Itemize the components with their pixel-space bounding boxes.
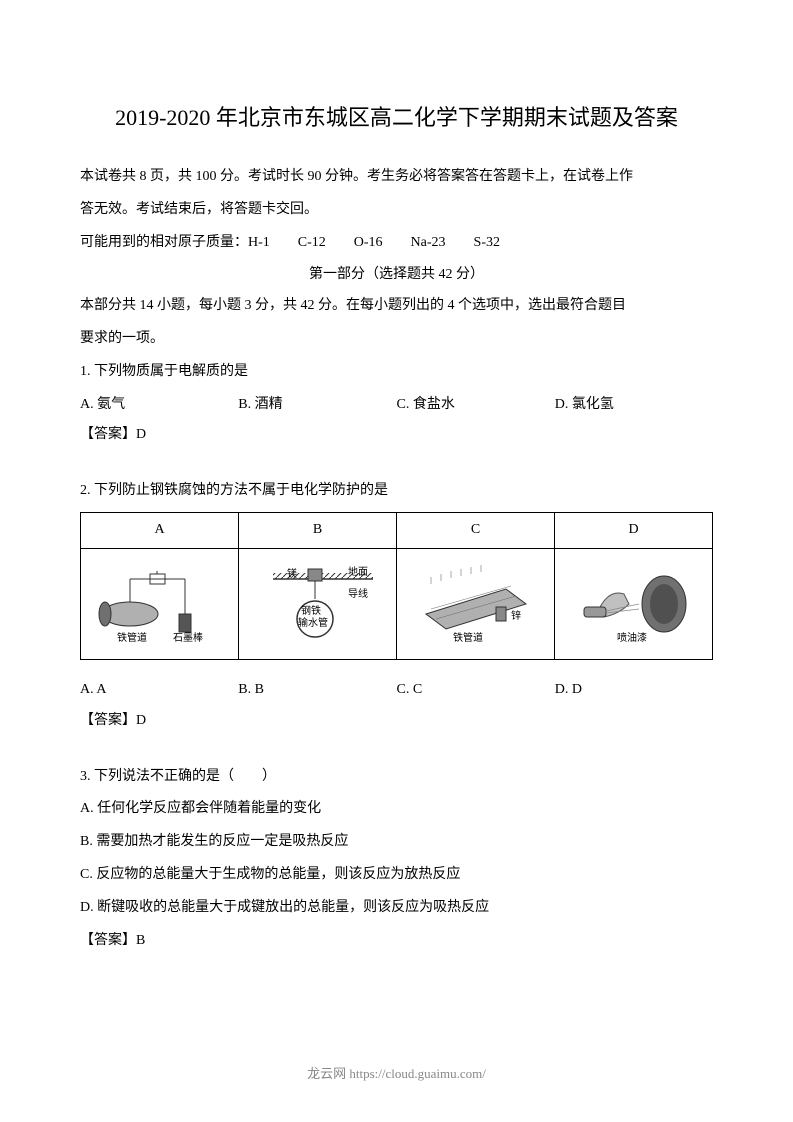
diagram-a: 铁管道 石墨棒 <box>86 554 233 654</box>
q2-header-b: B <box>239 512 397 548</box>
q2-stem: 2. 下列防止钢铁腐蚀的方法不属于电化学防护的是 <box>80 476 713 507</box>
label-pipe-a: 铁管道 <box>117 631 147 644</box>
q2-header-a: A <box>81 512 239 548</box>
q2-cell-c: 锌 铁管道 <box>397 548 555 659</box>
q1-opt-a: A. 氨气 <box>80 390 238 421</box>
q2-opt-b: B. B <box>238 675 396 706</box>
svg-text:铁管道: 铁管道 <box>453 631 483 644</box>
q2-opt-d: D. D <box>555 675 713 706</box>
svg-text:输水管: 输水管 <box>298 616 328 629</box>
spray-paint-icon: 喷油漆 <box>569 559 699 649</box>
q1-stem: 1. 下列物质属于电解质的是 <box>80 357 713 388</box>
q2-answer: 【答案】D <box>80 706 713 737</box>
q2-cell-a: 铁管道 石墨棒 <box>81 548 239 659</box>
q1-answer: 【答案】D <box>80 420 713 451</box>
q3-opt-c: C. 反应物的总能量大于生成物的总能量，则该反应为放热反应 <box>80 860 713 891</box>
intro-line-1: 本试卷共 8 页，共 100 分。考试时长 90 分钟。考生务必将答案答在答题卡… <box>80 162 713 193</box>
svg-text:喷油漆: 喷油漆 <box>617 631 647 644</box>
diagram-d: 喷油漆 <box>560 554 707 654</box>
diagram-c: 锌 铁管道 <box>402 554 549 654</box>
q2-header-c: C <box>397 512 555 548</box>
q3-opt-a: A. 任何化学反应都会伴随着能量的变化 <box>80 794 713 825</box>
page-title: 2019-2020 年北京市东城区高二化学下学期期末试题及答案 <box>80 100 713 132</box>
part1-desc-2: 要求的一项。 <box>80 324 713 355</box>
q3-answer: 【答案】B <box>80 926 713 957</box>
pipe-graphite-icon: 铁管道 石墨棒 <box>95 559 225 649</box>
q2-options: A. A B. B C. C D. D <box>80 675 713 706</box>
q2-cell-b: 镁 地面 导线 钢铁 输水管 <box>239 548 397 659</box>
table-header-row: A B C D <box>81 512 713 548</box>
q3-opt-d: D. 断键吸收的总能量大于成键放出的总能量，则该反应为吸热反应 <box>80 893 713 924</box>
diagram-b: 镁 地面 导线 钢铁 输水管 <box>244 554 391 654</box>
svg-text:导线: 导线 <box>348 587 368 600</box>
zinc-pipe-icon: 锌 铁管道 <box>411 559 541 649</box>
part1-title: 第一部分（选择题共 42 分） <box>80 260 713 291</box>
svg-text:锌: 锌 <box>511 609 521 622</box>
q1-opt-c: C. 食盐水 <box>397 390 555 421</box>
q1-opt-d: D. 氯化氢 <box>555 390 713 421</box>
svg-text:镁: 镁 <box>287 567 297 580</box>
q1-opt-b: B. 酒精 <box>238 390 396 421</box>
svg-text:钢铁: 钢铁 <box>301 604 321 617</box>
atomic-mass-line: 可能用到的相对原子质量：H-1 C-12 O-16 Na-23 S-32 <box>80 228 713 259</box>
q2-cell-d: 喷油漆 <box>555 548 713 659</box>
label-graphite: 石墨棒 <box>173 631 203 644</box>
q1-options: A. 氨气 B. 酒精 C. 食盐水 D. 氯化氢 <box>80 390 713 421</box>
part1-desc-1: 本部分共 14 小题，每小题 3 分，共 42 分。在每小题列出的 4 个选项中… <box>80 291 713 322</box>
q2-opt-a: A. A <box>80 675 238 706</box>
q2-header-d: D <box>555 512 713 548</box>
q3-opt-b: B. 需要加热才能发生的反应一定是吸热反应 <box>80 827 713 858</box>
table-image-row: 铁管道 石墨棒 镁 地面 导线 钢铁 <box>81 548 713 659</box>
svg-text:地面: 地面 <box>348 565 368 578</box>
q2-table: A B C D 铁管道 石墨棒 <box>80 512 713 660</box>
intro-line-2: 答无效。考试结束后，将答题卡交回。 <box>80 195 713 226</box>
mg-pipe-icon: 镁 地面 导线 钢铁 输水管 <box>253 559 383 649</box>
footer-link: 龙云网 https://cloud.guaimu.com/ <box>0 1063 793 1082</box>
q2-opt-c: C. C <box>397 675 555 706</box>
q3-stem: 3. 下列说法不正确的是（ ） <box>80 762 713 793</box>
